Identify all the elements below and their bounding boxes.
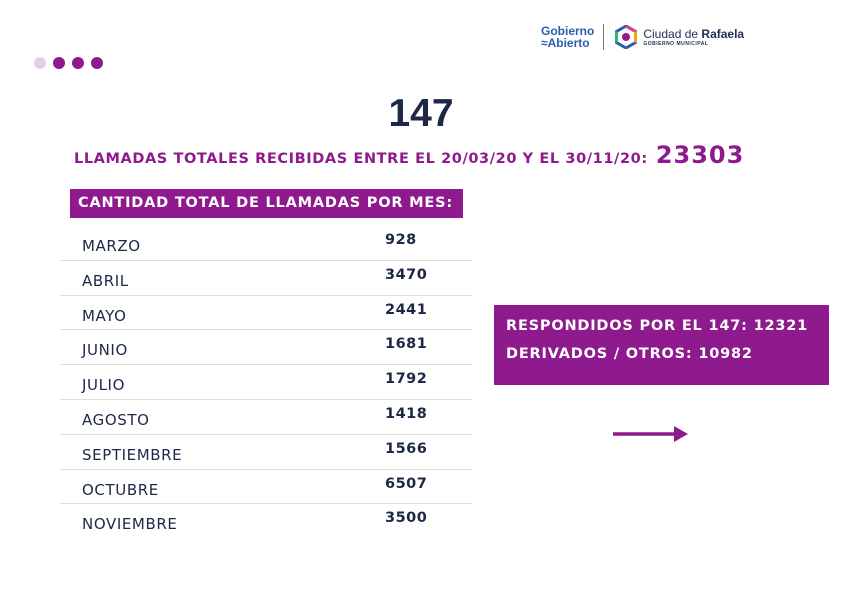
month-name: AGOSTO (82, 410, 150, 429)
month-value: 1418 (385, 405, 428, 422)
table-row: MARZO 928 (60, 226, 472, 261)
month-name: MAYO (82, 306, 127, 325)
table-row: JULIO 1792 (60, 365, 472, 400)
month-name: ABRIL (82, 271, 129, 290)
derived-value: 10982 (698, 346, 753, 362)
gobierno-abierto-line2: ≈Abierto (541, 36, 590, 50)
month-value: 928 (385, 232, 417, 248)
responded-line: RESPONDIDOS POR EL 147: 12321 (506, 318, 817, 334)
months-table: MARZO 928 ABRIL 3470 MAYO 2441 JUNIO 168… (60, 226, 472, 538)
logo-divider (603, 24, 605, 50)
ciudad-de-rafaela-logo: Ciudad de Rafaela GOBIERNO MUNICIPAL (643, 26, 745, 47)
derived-label: DERIVADOS / OTROS: (506, 346, 693, 362)
table-row: ABRIL 3470 (60, 261, 472, 296)
month-name: SEPTIEMBRE (82, 445, 183, 464)
wave-icon: ≈ (541, 36, 548, 50)
month-value: 1792 (385, 371, 428, 388)
month-value: 3500 (385, 510, 428, 527)
month-value: 3470 (385, 266, 428, 283)
month-name: JUNIO (82, 341, 128, 360)
page-title: 147 (388, 92, 454, 135)
city-name: Ciudad de Rafaela (643, 26, 745, 41)
responded-label: RESPONDIDOS POR EL 147: (506, 318, 748, 334)
month-name: OCTUBRE (82, 480, 159, 499)
total-calls-label: LLAMADAS TOTALES RECIBIDAS ENTRE EL 20/0… (74, 151, 648, 167)
month-value: 2441 (385, 301, 428, 318)
dot (72, 57, 84, 69)
summary-box: RESPONDIDOS POR EL 147: 12321 DERIVADOS … (494, 305, 829, 385)
total-calls-value: 23303 (655, 141, 745, 169)
table-row: AGOSTO 1418 (60, 400, 472, 435)
dot (34, 57, 46, 69)
month-name: MARZO (82, 237, 141, 255)
month-value: 1566 (385, 440, 428, 457)
months-header: CANTIDAD TOTAL DE LLAMADAS POR MES: (70, 189, 463, 218)
ciudad-de-rafaela-logo-icon (615, 25, 638, 49)
responded-value: 12321 (753, 318, 809, 334)
total-calls-line: LLAMADAS TOTALES RECIBIDAS ENTRE EL 20/0… (74, 141, 744, 169)
table-row: NOVIEMBRE 3500 (60, 504, 472, 538)
month-name: JULIO (82, 376, 125, 395)
month-name: NOVIEMBRE (82, 515, 178, 534)
arrow-right-icon (613, 426, 688, 442)
header-logos: Gobierno ≈Abierto Ciudad de Rafaela GOBI… (541, 24, 744, 50)
gobierno-abierto-logo: Gobierno ≈Abierto (541, 25, 594, 49)
dot (53, 57, 65, 69)
dots-icon (34, 57, 103, 69)
table-row: MAYO 2441 (60, 296, 472, 331)
month-value: 6507 (385, 475, 428, 492)
gobierno-abierto-line1: Gobierno (541, 24, 595, 38)
derived-line: DERIVADOS / OTROS: 10982 (506, 346, 817, 362)
table-row: SEPTIEMBRE 1566 (60, 435, 472, 470)
month-value: 1681 (385, 336, 428, 353)
table-row: OCTUBRE 6507 (60, 470, 472, 505)
table-row: JUNIO 1681 (60, 330, 472, 366)
city-subtitle: GOBIERNO MUNICIPAL (643, 40, 709, 47)
dot (91, 57, 103, 69)
